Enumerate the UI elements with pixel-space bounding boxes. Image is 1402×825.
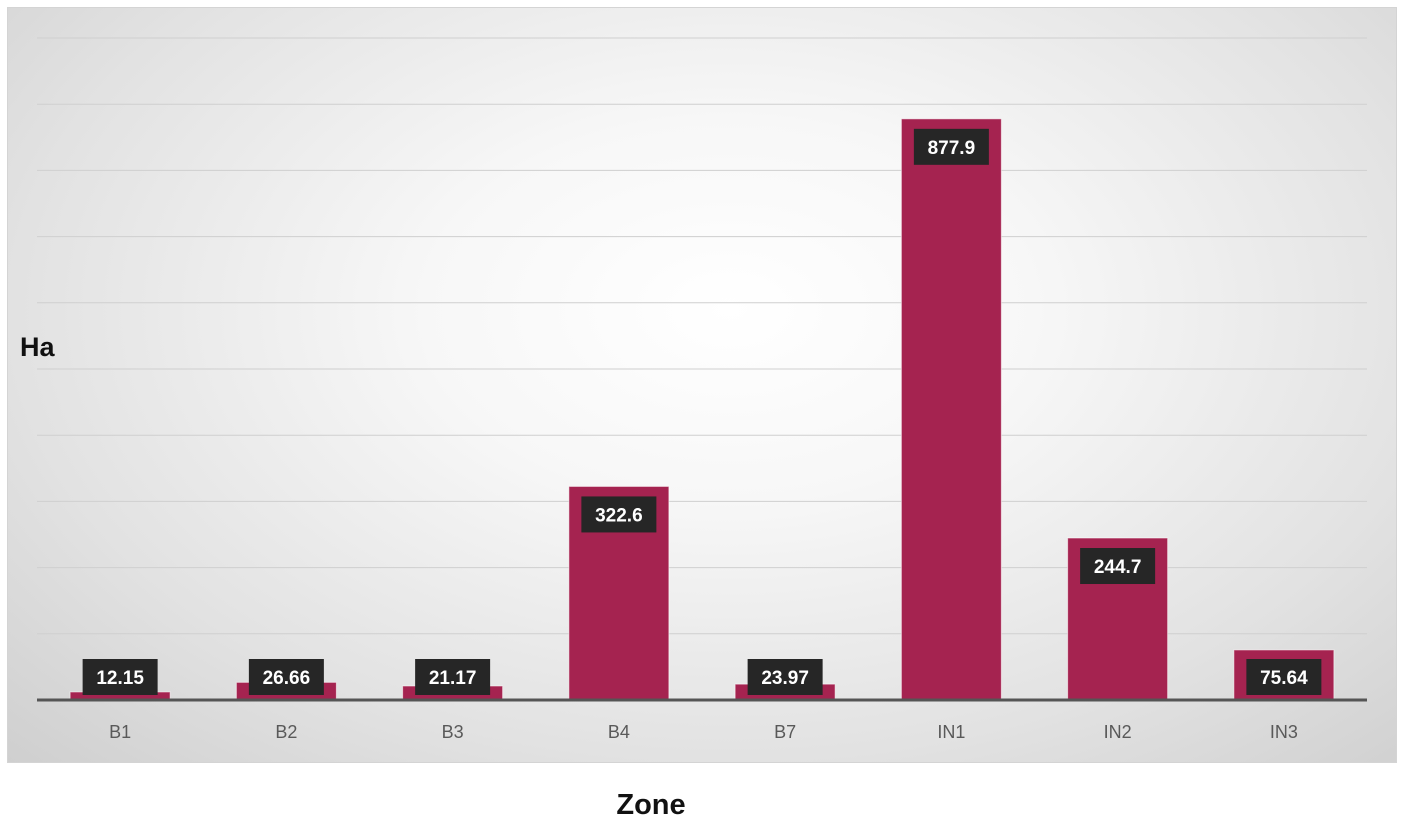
x-tick-label: IN3 (1270, 722, 1298, 742)
data-label: 322.6 (595, 505, 643, 526)
x-tick-label: B3 (442, 722, 464, 742)
gridlines (37, 37, 1367, 635)
bar-IN1 (900, 118, 1002, 701)
data-label: 75.64 (1260, 668, 1308, 689)
data-label-box (415, 659, 491, 695)
data-label: 23.97 (761, 668, 809, 689)
chart-area: 12.15 B1 26.66 B2 21.17 B3 322.6 B4 23.97 B7 877.9… (7, 7, 1397, 763)
data-label: 26.66 (263, 668, 311, 689)
x-tick-label: IN2 (1104, 722, 1132, 742)
x-axis-title: Zone (616, 789, 686, 821)
data-label: 12.15 (96, 668, 144, 689)
data-label-box (747, 659, 823, 695)
data-label-box (913, 128, 989, 165)
data-label-box (248, 659, 324, 695)
x-tick-label: B4 (608, 722, 630, 742)
data-label-box (1080, 548, 1156, 585)
data-label-box (1246, 659, 1322, 695)
bar-chart: 12.15 B1 26.66 B2 21.17 B3 322.6 B4 23.97 B7 877.9… (37, 37, 1367, 742)
data-label: 21.17 (429, 668, 477, 689)
x-tick-label: B1 (109, 722, 131, 742)
x-tick-label: B7 (774, 722, 796, 742)
data-label: 877.9 (928, 138, 976, 159)
data-label-box (581, 496, 657, 533)
y-axis-title: Ha (20, 332, 55, 362)
data-label: 244.7 (1094, 557, 1142, 578)
x-tick-label: B2 (275, 722, 297, 742)
data-label-box (82, 659, 158, 695)
x-tick-label: IN1 (937, 722, 965, 742)
